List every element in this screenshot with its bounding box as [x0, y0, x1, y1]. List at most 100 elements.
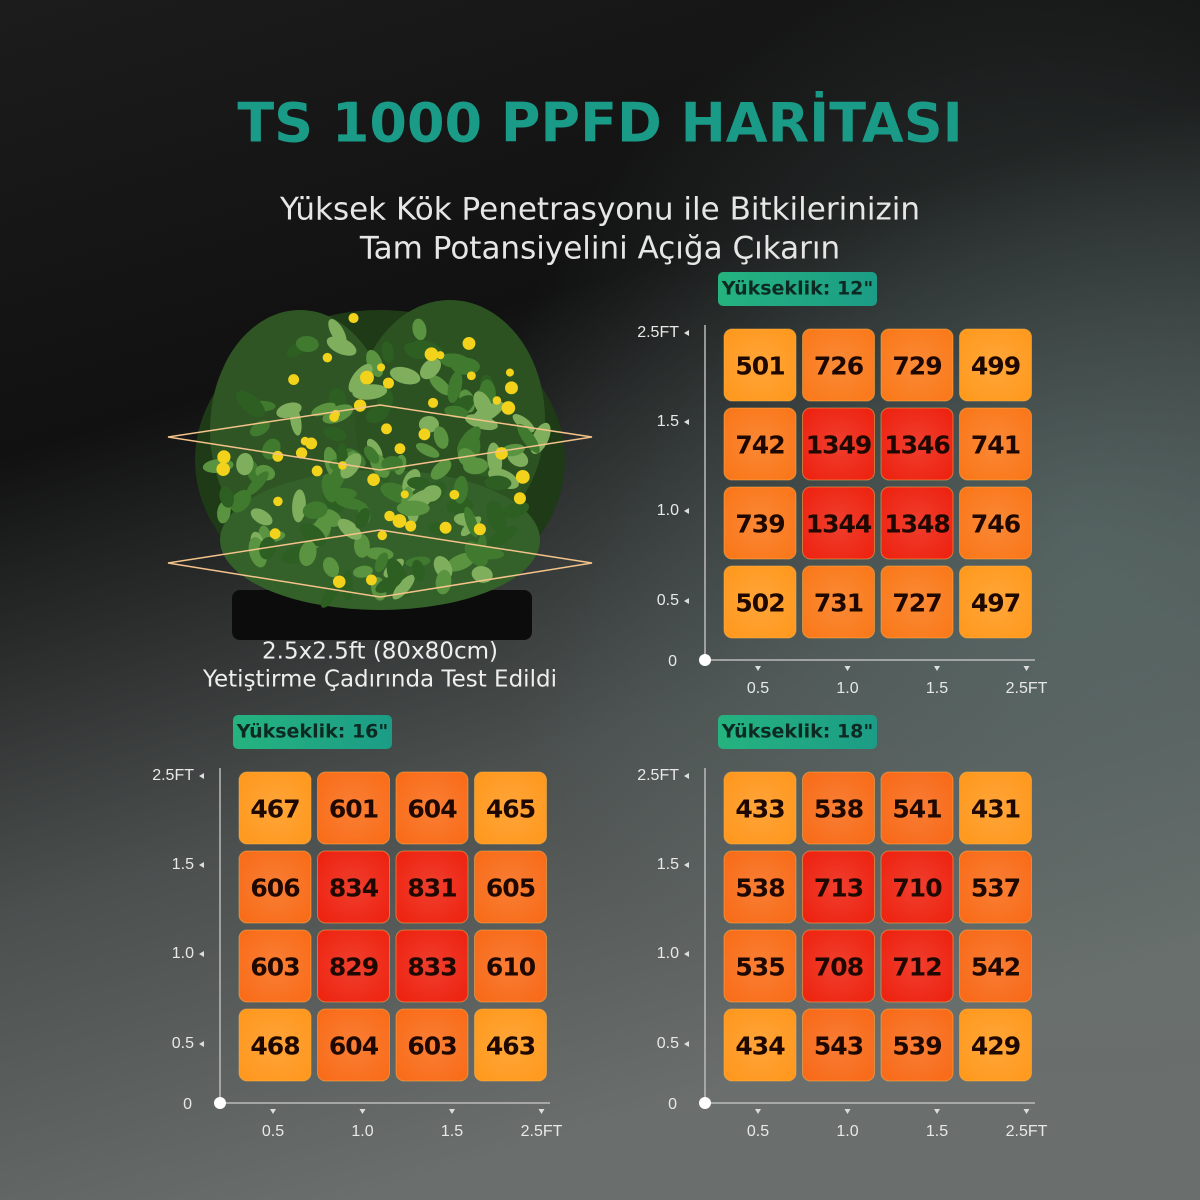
origin-label: 0	[668, 653, 677, 670]
flower	[424, 347, 439, 361]
leaf	[292, 489, 306, 523]
measure-plane	[167, 404, 593, 471]
leaf	[323, 426, 347, 442]
cell-value: 502	[735, 589, 784, 618]
cell-shine	[317, 772, 390, 844]
cell-shine	[724, 487, 796, 559]
cell-value: 831	[407, 874, 456, 903]
cell-value: 610	[486, 953, 536, 982]
cell-shine	[959, 487, 1032, 559]
flower	[273, 496, 283, 507]
cell-shine	[802, 930, 875, 1002]
flower	[436, 351, 445, 360]
cell-value: 434	[735, 1032, 785, 1061]
cell-value: 541	[892, 795, 941, 824]
cell-shine	[239, 851, 311, 923]
leaf	[465, 414, 498, 431]
leaf	[352, 384, 388, 400]
cell-shine	[724, 566, 796, 638]
cell-shine	[317, 851, 390, 923]
origin-dot	[699, 654, 711, 666]
flower	[322, 352, 333, 363]
cell-value: 603	[250, 953, 299, 982]
leaf	[415, 442, 440, 458]
tick-arrow	[934, 1109, 940, 1114]
cell-shine	[802, 851, 875, 923]
x-tick-label: 1.5	[926, 1123, 948, 1140]
tick-arrow	[934, 666, 940, 671]
cell-shine	[239, 930, 311, 1002]
leaf	[230, 489, 252, 513]
tick-arrow	[684, 598, 689, 604]
y-tick-label: 0.5	[657, 1035, 679, 1052]
cell-shine	[959, 772, 1032, 844]
cell-shine	[474, 1009, 547, 1081]
y-tick-label: 2.5FT	[637, 767, 679, 784]
flower	[505, 381, 518, 395]
leaf	[246, 471, 269, 496]
flower	[288, 374, 300, 386]
y-tick-label: 1.0	[657, 945, 679, 962]
leaf	[235, 390, 265, 418]
cell-value: 746	[971, 510, 1021, 539]
title: TS 1000 PPFD HARİTASI	[237, 92, 962, 155]
leaf	[337, 518, 362, 540]
cell-value: 1348	[884, 510, 950, 539]
leaf	[389, 366, 421, 385]
cell-value: 501	[735, 352, 784, 381]
y-tick-label: 1.5	[172, 856, 194, 873]
cell-shine	[959, 930, 1032, 1002]
flower	[376, 363, 386, 372]
leaf	[363, 446, 380, 464]
x-tick-label: 2.5FT	[1006, 680, 1048, 697]
cell-shine	[881, 851, 953, 923]
flower	[216, 462, 230, 476]
height-badge-label: Yükseklik: 12"	[721, 278, 874, 300]
cell-value: 499	[971, 352, 1020, 381]
flower	[353, 399, 367, 412]
leaf	[326, 336, 357, 356]
subtitle: Yüksek Kök Penetrasyonu ile Bitkileriniz…	[279, 192, 920, 228]
leaf	[473, 391, 493, 418]
leaf	[299, 523, 326, 547]
cell-value: 713	[814, 874, 863, 903]
cell-value: 542	[971, 953, 1020, 982]
cell-value: 712	[892, 953, 941, 982]
tick-arrow	[270, 1109, 276, 1114]
flower	[439, 521, 452, 534]
leaf	[289, 405, 302, 436]
cell-value: 834	[329, 874, 379, 903]
flower	[449, 489, 460, 500]
flower	[365, 574, 377, 586]
cell-shine	[724, 772, 796, 844]
leaf	[353, 534, 370, 558]
flower	[492, 396, 502, 405]
cell-shine	[881, 772, 953, 844]
flower	[311, 465, 323, 477]
cell-shine	[802, 408, 875, 480]
tick-arrow	[684, 862, 689, 868]
cell-value: 463	[486, 1032, 535, 1061]
y-tick-label: 1.5	[657, 413, 679, 430]
cell-value: 829	[329, 953, 378, 982]
cell-shine	[317, 930, 390, 1002]
flower	[381, 423, 392, 435]
cell-shine	[474, 930, 547, 1002]
leaf	[502, 501, 530, 518]
cell-value: 1346	[884, 431, 950, 460]
cell-shine	[881, 566, 953, 638]
cell-shine	[959, 851, 1032, 923]
flower	[359, 370, 374, 385]
cell-shine	[724, 930, 796, 1002]
flower	[338, 461, 347, 470]
cell-value: 604	[329, 1032, 379, 1061]
flower	[418, 428, 431, 441]
cell-shine	[724, 408, 796, 480]
flower	[272, 450, 284, 462]
leaf	[236, 452, 254, 476]
cell-shine	[959, 1009, 1032, 1081]
leaf	[457, 448, 477, 468]
plant-illustration	[195, 300, 565, 640]
leaf	[447, 370, 463, 404]
